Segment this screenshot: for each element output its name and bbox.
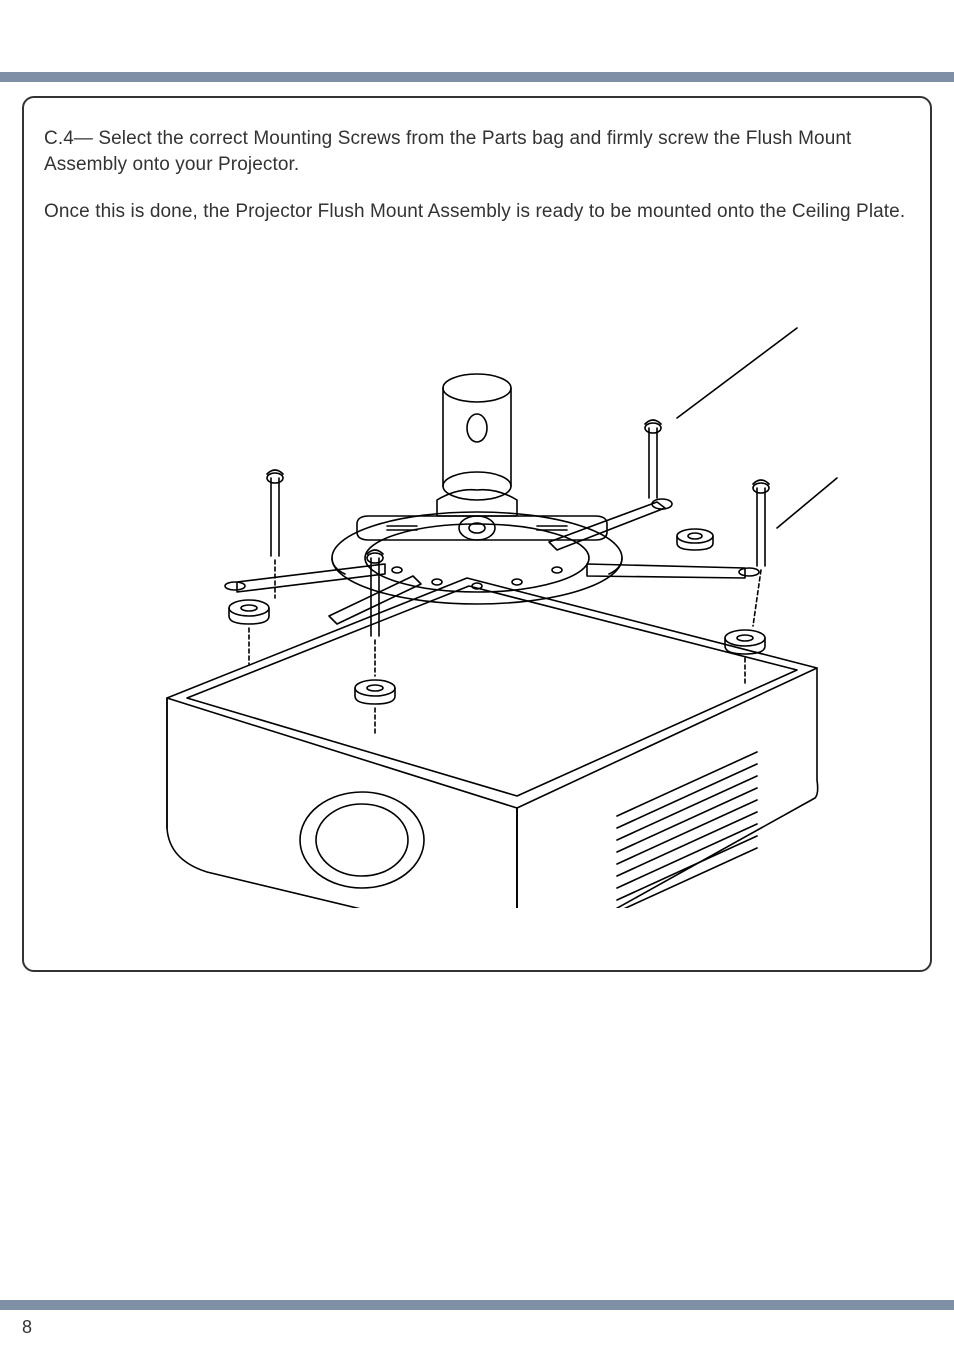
screw-1 <box>229 470 283 664</box>
instruction-panel: C.4— Select the correct Mounting Screws … <box>22 96 932 972</box>
page-root: C.4— Select the correct Mounting Screws … <box>0 0 954 1354</box>
screw-3 <box>645 420 661 498</box>
figure-container <box>24 268 930 948</box>
screw-4 <box>725 480 769 686</box>
instruction-paragraph-2: Once this is done, the Projector Flush M… <box>44 199 910 225</box>
page-number: 8 <box>22 1317 32 1338</box>
footer-bar <box>0 1300 954 1310</box>
screw-2 <box>355 550 395 736</box>
header-bar <box>0 72 954 82</box>
instruction-paragraph-1: C.4— Select the correct Mounting Screws … <box>44 126 910 177</box>
projector-mount-illustration <box>97 268 857 908</box>
